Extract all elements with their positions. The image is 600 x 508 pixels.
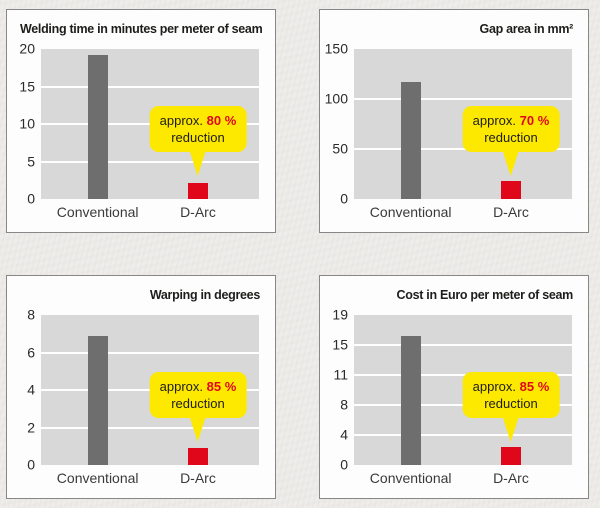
x-axis-labels: Conventional D-Arc (354, 199, 572, 230)
callout-prefix: approx. (159, 113, 204, 128)
y-axis: 0 2 4 6 8 (7, 307, 41, 471)
chart-title: Gap area in mm² (479, 22, 574, 36)
y-tick-label: 0 (340, 456, 348, 473)
callout-bubble: approx. 70 % reduction (462, 106, 560, 152)
y-tick-label: 4 (27, 381, 35, 398)
plot-area: approx. 85 % reduction (354, 315, 572, 465)
gridline (41, 160, 259, 163)
bar-darc (500, 181, 521, 199)
gridline (354, 374, 572, 376)
callout-bubble: approx. 85 % reduction (462, 372, 560, 418)
y-tick-label: 4 (340, 426, 348, 443)
callout-prefix: approx. (472, 113, 517, 128)
bar-conventional (400, 82, 421, 199)
reduction-callout: approx. 85 % reduction (462, 372, 560, 442)
bar-darc (500, 446, 521, 465)
category-label-conventional: Conventional (56, 204, 139, 220)
y-axis: 0 4 8 11 15 19 (320, 307, 354, 471)
bar-conventional (400, 336, 421, 465)
y-tick-label: 0 (27, 456, 35, 473)
y-tick-label: 2 (27, 418, 35, 435)
bar-darc (187, 182, 208, 199)
category-label-darc: D-Arc (493, 470, 529, 486)
bar-conventional (87, 335, 108, 465)
plot-area: approx. 80 % reduction (41, 49, 259, 199)
chart-title: Cost in Euro per meter of seam (396, 288, 574, 302)
callout-prefix: approx. (159, 379, 204, 394)
x-axis-labels: Conventional D-Arc (41, 465, 259, 496)
category-label-conventional: Conventional (369, 204, 452, 220)
chart-body: 0 4 8 11 15 19 approx. 85 % reduction (320, 307, 588, 471)
x-axis-labels: Conventional D-Arc (354, 465, 572, 496)
chart-title: Warping in degrees (149, 288, 260, 302)
chart-body: 0 2 4 6 8 approx. 85 % reduction (7, 307, 275, 471)
y-tick-label: 100 (324, 90, 348, 107)
chart-panel-gap-area: Gap area in mm² 0 50 100 150 approx. 70 % r… (319, 9, 589, 233)
y-tick-label: 50 (332, 140, 348, 157)
callout-bubble: approx. 80 % reduction (149, 106, 247, 152)
callout-percent: 85 % (206, 379, 237, 394)
chart-body: 0 5 10 15 20 approx. 80 % reduction (7, 41, 275, 205)
reduction-callout: approx. 80 % reduction (149, 106, 247, 176)
category-label-conventional: Conventional (56, 470, 139, 486)
y-tick-label: 150 (324, 40, 348, 57)
bar-conventional (87, 55, 108, 199)
gridline (41, 426, 259, 429)
callout-tail-pointer (189, 151, 206, 176)
callout-line2: reduction (484, 396, 538, 411)
y-tick-label: 19 (332, 306, 348, 323)
plot-area: approx. 70 % reduction (354, 49, 572, 199)
bar-darc (187, 448, 208, 465)
callout-percent: 85 % (519, 379, 550, 394)
callout-tail-pointer (189, 417, 206, 442)
callout-percent: 80 % (206, 113, 237, 128)
gridline (354, 148, 572, 151)
gridline (41, 351, 259, 354)
y-tick-label: 20 (19, 40, 35, 57)
callout-line2: reduction (171, 130, 225, 145)
gridline (354, 98, 572, 101)
callout-tail-pointer (502, 417, 519, 442)
chart-panel-warping: Warping in degrees 0 2 4 6 8 approx. 85 % re… (6, 275, 276, 499)
reduction-callout: approx. 85 % reduction (149, 372, 247, 442)
callout-line2: reduction (171, 396, 225, 411)
category-label-conventional: Conventional (369, 470, 452, 486)
y-tick-label: 11 (333, 366, 348, 383)
chart-body: 0 50 100 150 approx. 70 % reduction (320, 41, 588, 205)
chart-title: Welding time in minutes per meter of sea… (20, 22, 263, 36)
callout-prefix: approx. (472, 379, 517, 394)
y-tick-label: 0 (340, 190, 348, 207)
gridline (41, 85, 259, 88)
y-axis: 0 5 10 15 20 (7, 41, 41, 205)
y-axis: 0 50 100 150 (320, 41, 354, 205)
callout-percent: 70 % (519, 113, 550, 128)
plot-area: approx. 85 % reduction (41, 315, 259, 465)
gridline (354, 434, 572, 436)
category-label-darc: D-Arc (180, 470, 216, 486)
y-tick-label: 6 (27, 343, 35, 360)
gridline (354, 344, 572, 346)
x-axis-labels: Conventional D-Arc (41, 199, 259, 230)
reduction-callout: approx. 70 % reduction (462, 106, 560, 176)
category-label-darc: D-Arc (180, 204, 216, 220)
y-tick-label: 8 (340, 396, 348, 413)
callout-bubble: approx. 85 % reduction (149, 372, 247, 418)
callout-tail-pointer (502, 151, 519, 176)
category-label-darc: D-Arc (493, 204, 529, 220)
y-tick-label: 8 (27, 306, 35, 323)
y-tick-label: 10 (19, 115, 35, 132)
callout-line2: reduction (484, 130, 538, 145)
y-tick-label: 15 (332, 336, 348, 353)
y-tick-label: 5 (27, 152, 35, 169)
y-tick-label: 0 (27, 190, 35, 207)
y-tick-label: 15 (19, 77, 35, 94)
chart-panel-welding-time: Welding time in minutes per meter of sea… (6, 9, 276, 233)
chart-panel-cost: Cost in Euro per meter of seam 0 4 8 11 15 19… (319, 275, 589, 499)
